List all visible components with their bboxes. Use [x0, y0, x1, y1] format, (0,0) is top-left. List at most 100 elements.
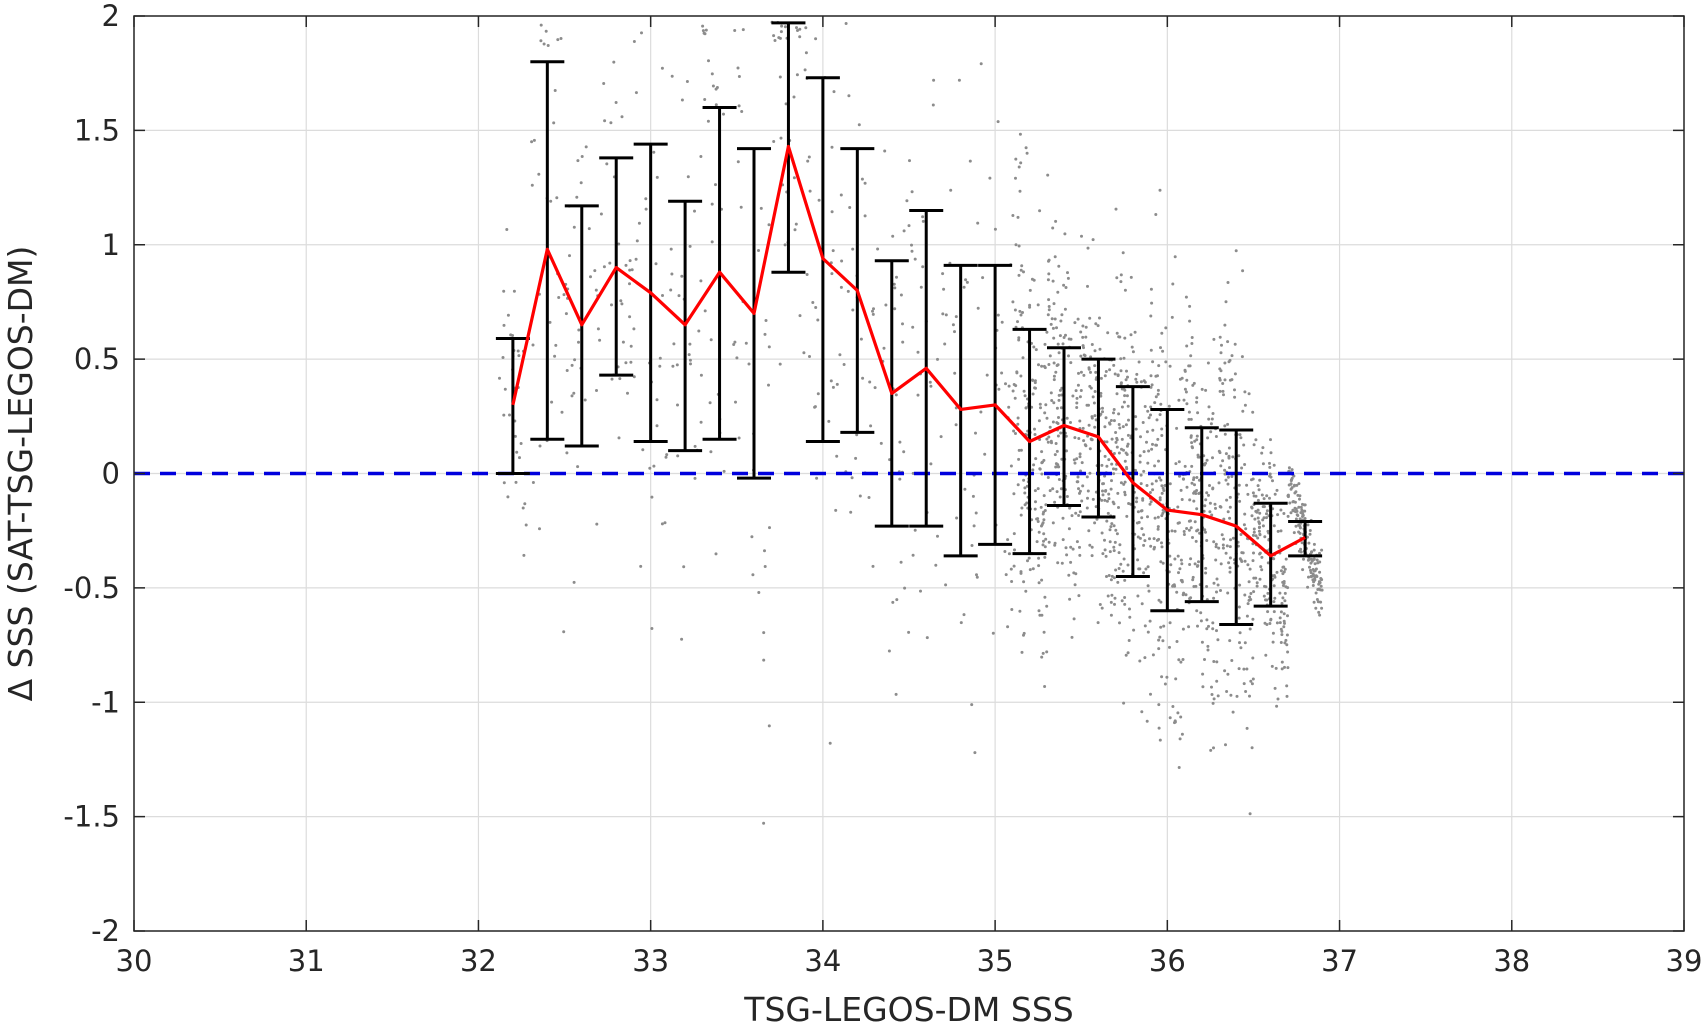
scatter-point	[1245, 726, 1249, 730]
scatter-point	[1063, 307, 1067, 311]
scatter-point	[706, 119, 710, 123]
scatter-point	[583, 398, 587, 402]
scatter-point	[965, 280, 969, 284]
scatter-point	[661, 294, 664, 297]
scatter-point	[1156, 388, 1160, 392]
scatter-point	[1075, 401, 1079, 405]
scatter-point	[1028, 303, 1032, 307]
scatter-point	[1149, 413, 1152, 417]
scatter-point	[1271, 640, 1275, 644]
scatter-point	[1314, 567, 1318, 571]
scatter-point	[1108, 421, 1111, 425]
scatter-point	[1034, 348, 1038, 352]
scatter-point	[1158, 496, 1162, 500]
scatter-point	[804, 26, 808, 30]
scatter-point	[1196, 624, 1199, 628]
scatter-point	[549, 199, 553, 203]
scatter-point	[687, 353, 691, 357]
scatter-point	[1195, 400, 1199, 404]
scatter-point	[1066, 276, 1070, 280]
scatter-point	[1149, 287, 1153, 291]
scatter-point	[1246, 492, 1250, 496]
x-tick-label: 38	[1493, 944, 1530, 978]
scatter-point	[714, 552, 718, 556]
scatter-point	[1061, 516, 1065, 520]
x-tick-label: 35	[977, 944, 1014, 978]
scatter-point	[1231, 455, 1235, 459]
scatter-point	[855, 433, 859, 437]
scatter-point	[1184, 593, 1188, 597]
scatter-point	[1010, 580, 1014, 583]
scatter-point	[701, 29, 705, 33]
scatter-point	[1316, 600, 1320, 604]
scatter-point	[1319, 600, 1323, 604]
y-tick-label: -0.5	[63, 571, 120, 605]
scatter-point	[1000, 371, 1004, 375]
scatter-point	[934, 563, 938, 567]
scatter-point	[798, 27, 802, 31]
scatter-point	[1136, 510, 1140, 514]
scatter-point	[911, 325, 915, 329]
scatter-point	[1231, 710, 1235, 714]
scatter-point	[1064, 286, 1068, 289]
scatter-point	[1118, 621, 1121, 625]
scatter-point	[1139, 509, 1143, 513]
scatter-point	[1145, 484, 1149, 487]
scatter-point	[1168, 716, 1172, 720]
scatter-point	[1218, 378, 1222, 382]
scatter-point	[1124, 653, 1128, 657]
scatter-point	[1191, 383, 1195, 387]
scatter-point	[1054, 465, 1058, 469]
scatter-point	[1081, 335, 1085, 339]
scatter-point	[901, 340, 905, 344]
scatter-point	[1119, 481, 1123, 485]
scatter-point	[1315, 558, 1319, 562]
scatter-point	[1140, 710, 1144, 714]
scatter-point	[1160, 427, 1164, 431]
scatter-point	[1205, 618, 1209, 622]
scatter-point	[1015, 370, 1019, 374]
scatter-point	[872, 307, 875, 311]
scatter-point	[1228, 495, 1232, 499]
scatter-point	[911, 553, 915, 557]
scatter-point	[1114, 568, 1118, 572]
scatter-point	[1021, 356, 1025, 360]
scatter-point	[699, 155, 703, 158]
scatter-point	[1073, 321, 1077, 325]
scatter-point	[1067, 354, 1070, 358]
scatter-point	[1269, 438, 1272, 442]
scatter-point	[1211, 627, 1215, 631]
scatter-point	[1190, 481, 1194, 485]
scatter-point	[993, 227, 997, 231]
scatter-point	[514, 480, 518, 484]
scatter-point	[1291, 500, 1295, 504]
scatter-point	[1245, 667, 1249, 671]
scatter-point	[1045, 416, 1049, 420]
scatter-point	[515, 450, 519, 454]
scatter-point	[907, 630, 911, 634]
scatter-point	[1151, 653, 1155, 657]
scatter-point	[1259, 565, 1263, 569]
scatter-point	[962, 613, 966, 617]
scatter-point	[1043, 555, 1047, 559]
scatter-point	[1134, 427, 1138, 431]
scatter-point	[1146, 515, 1149, 519]
scatter-point	[1275, 704, 1279, 708]
scatter-point	[772, 140, 776, 143]
scatter-point	[1073, 583, 1077, 587]
scatter-point	[1053, 317, 1057, 321]
scatter-point	[1318, 551, 1321, 555]
scatter-point	[1103, 498, 1107, 502]
scatter-point	[1139, 473, 1143, 477]
scatter-point	[1215, 590, 1218, 594]
scatter-point	[1279, 641, 1283, 644]
error-bars	[495, 21, 1323, 626]
scatter-point	[1157, 598, 1161, 602]
scatter-point	[1131, 350, 1135, 354]
scatter-point	[1318, 570, 1322, 574]
scatter-point	[1120, 437, 1124, 441]
scatter-point	[1017, 336, 1021, 340]
scatter-point	[1177, 521, 1181, 525]
scatter-point	[699, 420, 703, 424]
scatter-point	[505, 228, 509, 231]
